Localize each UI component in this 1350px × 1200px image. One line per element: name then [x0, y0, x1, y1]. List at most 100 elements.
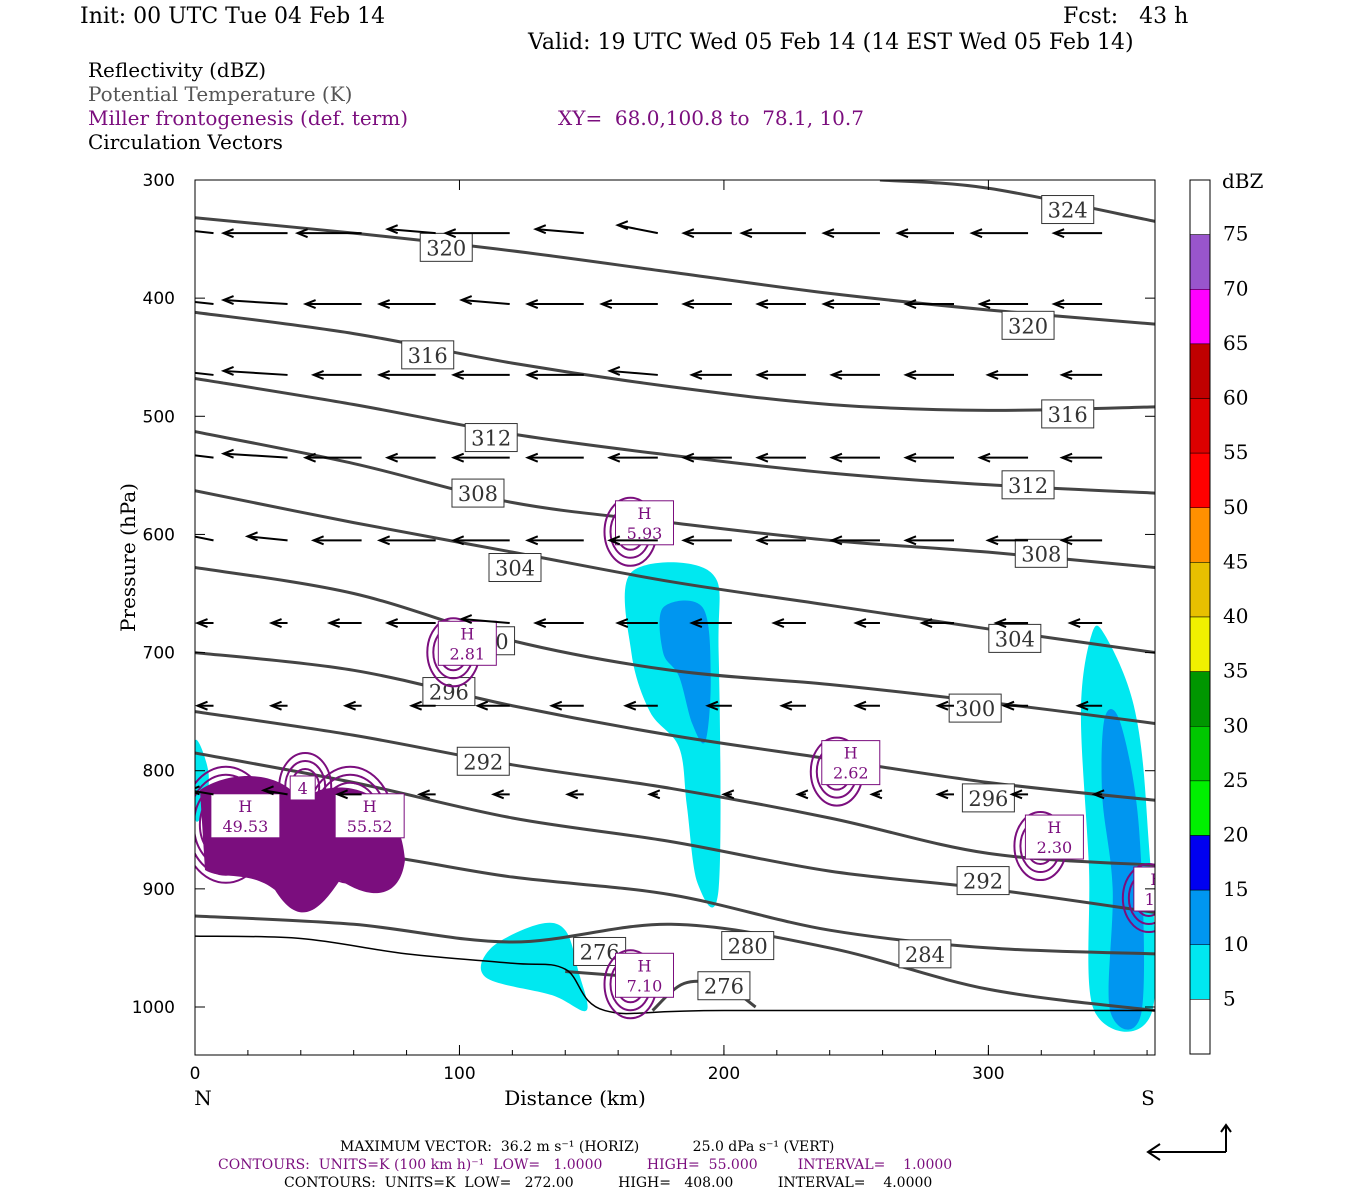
colorbar-segment-5: [1189, 452, 1211, 508]
y-axis-label: Pressure (hPa): [116, 483, 140, 632]
isentrope-label-box-6-1: [948, 693, 1002, 723]
circulation-vector-head-4-9: [829, 535, 843, 546]
circulation-vector-head-0-1: [220, 228, 234, 239]
ground-layer: [194, 935, 1155, 1015]
circulation-vector-head-3-6: [607, 452, 621, 463]
y-tick-label-0: 300: [143, 171, 175, 191]
reference-vector-vertical: [1220, 1123, 1232, 1152]
isentrope-label-2-0: 316: [408, 344, 448, 368]
circulation-vector-head-1-9: [821, 299, 835, 309]
init-time: Init: 00 UTC Tue 04 Feb 14: [80, 4, 386, 29]
colorbar-segment-13: [1189, 889, 1211, 945]
isentrope-280-line-11: [195, 914, 1155, 1013]
isentrope-label-13-0: 276: [704, 975, 744, 999]
fronto-max-marker-0: H: [638, 504, 652, 523]
circulation-vector-head-4-0: [174, 528, 184, 536]
colorbar-level-35: 35: [1223, 659, 1248, 683]
footer-fronto-contours: CONTOURS: UNITS=K (100 km h)⁻¹ LOW= 1.00…: [218, 1157, 953, 1173]
circulation-vector-head-3-5: [525, 452, 539, 463]
circulation-vector-head-3-9: [829, 452, 843, 463]
circulation-vector-head-6-5: [549, 700, 563, 711]
circulation-vector-head-3-10: [903, 452, 917, 463]
fronto-max-value-3: 2.30: [1037, 838, 1073, 857]
circulation-vector-head-3-0: [150, 446, 160, 454]
colorbar-level-5: 5: [1223, 986, 1236, 1010]
circulation-vector-head-6-11: [1001, 700, 1015, 711]
colorbar-segment-11: [1189, 780, 1211, 836]
circulation-vector-head-6-6: [623, 700, 637, 711]
isentrope-label-12-0: 276: [580, 940, 620, 964]
isentrope-label-0-0: 324: [1048, 199, 1088, 223]
circulation-vector-head-1-7: [681, 299, 695, 309]
circulation-vector-head-6-2: [342, 700, 356, 711]
circulation-vector-head-0-2: [294, 228, 308, 239]
fronto-max-marker-1: H: [460, 624, 474, 643]
circulation-vector-head-6-7: [705, 700, 719, 711]
colorbar-segment-7: [1189, 562, 1211, 618]
x-end-label-left: N: [194, 1086, 212, 1110]
circulation-vector-head-4-4: [451, 535, 465, 546]
isentrope-label-box-8-0: [456, 746, 510, 776]
fronto-max-marker-6: H: [638, 956, 652, 975]
legend-theta: Potential Temperature (K): [88, 82, 353, 106]
fronto-label-box-6: [614, 952, 674, 998]
circulation-vector-head-0-12: [1051, 228, 1065, 239]
isentrope-292-line-8: [195, 710, 1155, 867]
x-tick-label-0: 0: [190, 1064, 201, 1084]
colorbar-level-45: 45: [1223, 549, 1248, 573]
isentrope-296-line-7: [195, 651, 1155, 802]
circulation-vector-head-1-3: [376, 299, 391, 309]
isentrope-label-box-0-0: [1041, 195, 1095, 225]
circulation-vector-head-1-11: [977, 299, 991, 309]
colorbar-level-40: 40: [1223, 604, 1248, 628]
isentrope-label-box-2-1: [1041, 399, 1095, 429]
circulation-vector-head-7-1: [260, 785, 274, 796]
circulation-vector-head-7-8: [795, 789, 809, 800]
isentrope-label-8-1: 292: [963, 870, 1003, 894]
circulation-vector-head-5-12: [1067, 618, 1081, 628]
circulation-vector-head-0-6: [615, 220, 629, 231]
colorbar-frame: [1189, 179, 1211, 1055]
circulation-vector-head-0-11: [969, 228, 983, 239]
circulation-vector-head-6-1: [268, 700, 282, 711]
circulation-vector-head-5-1: [268, 618, 282, 628]
frontogenesis-layer: H5.93H2.81H2.62H2.30H49.53H55.52H7.10H1.…: [195, 496, 1155, 1020]
colorbar-segment-4: [1189, 398, 1211, 454]
y-tick-label-2: 500: [143, 407, 175, 427]
circulation-vector-head-4-8: [755, 535, 769, 546]
circulation-vector-head-1-6: [599, 299, 613, 309]
circulation-vector-head-1-8: [755, 299, 769, 309]
isentrope-label-3-0: 312: [471, 427, 511, 451]
isentrope-label-box-4-1: [1014, 538, 1068, 568]
reflectivity-area-4: [480, 922, 588, 1012]
fronto-max-marker-5: H: [363, 797, 377, 816]
x-tick-label-1: 100: [443, 1064, 475, 1084]
circulation-vector-0-6: [617, 224, 659, 235]
circulation-vector-1-0: [195, 300, 214, 306]
fronto-label-box-1: [437, 620, 497, 666]
isentrope-label-4-0: 308: [458, 482, 498, 506]
circulation-vector-head-2-2: [310, 370, 324, 380]
circulation-vector-0-0: [195, 230, 214, 235]
circulation-vector-3-1: [223, 452, 288, 459]
fronto-label-box-2: [821, 740, 881, 786]
y-tick-label-7: 1000: [132, 998, 175, 1018]
circulation-vector-head-2-0: [142, 363, 152, 371]
circulation-vector-head-6-0: [195, 700, 208, 711]
circulation-vector-head-3-1: [220, 448, 234, 459]
circulation-vector-head-0-8: [739, 228, 753, 239]
isentrope-label-2-1: 316: [1048, 403, 1088, 427]
circulation-vector-head-6-4: [475, 700, 489, 711]
circulation-vector-2-6: [609, 369, 658, 376]
circulation-vector-4-1: [247, 535, 288, 542]
legend-reflectivity: Reflectivity (dBZ): [88, 58, 267, 82]
circulation-vector-head-6-9: [853, 700, 867, 711]
fronto-max-value-1: 2.81: [449, 644, 485, 663]
y-tick-label-6: 900: [143, 880, 175, 900]
circulation-vector-head-3-7: [681, 452, 695, 463]
x-axis-label: Distance (km): [504, 1086, 646, 1110]
y-tick-label-1: 400: [143, 289, 175, 309]
circulation-vector-head-1-2: [302, 299, 316, 309]
circulation-vector-7-0: [195, 790, 214, 796]
isentrope-label-4-1: 308: [1021, 542, 1061, 566]
